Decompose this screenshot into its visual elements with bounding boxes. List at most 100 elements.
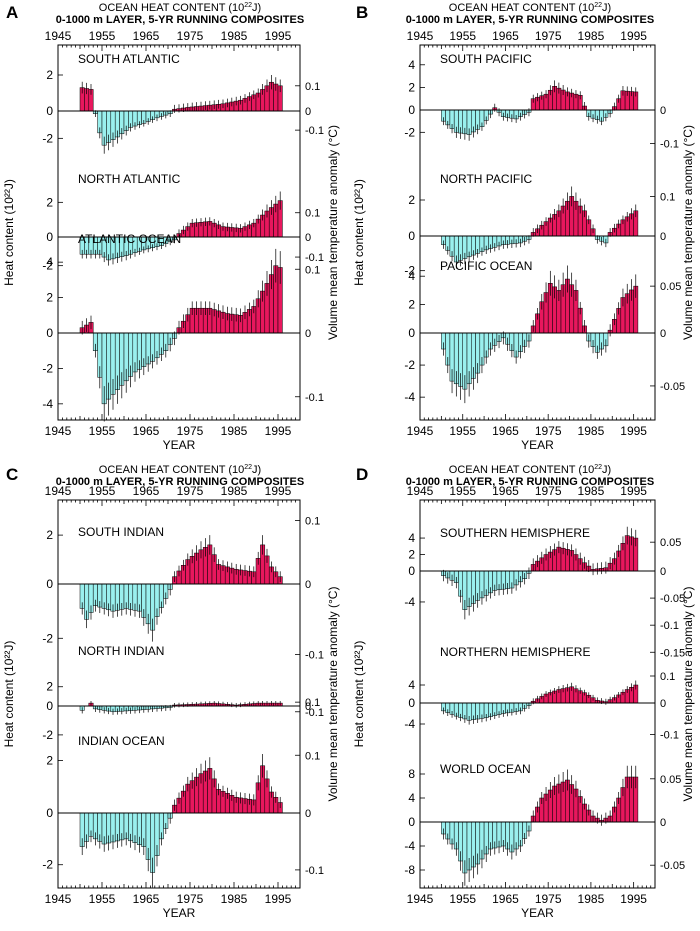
y-axis-right-label: Volume mean temperature anomaly (°C): [326, 125, 340, 340]
y-tick-label-right: 0: [305, 808, 311, 820]
series-name: INDIAN OCEAN: [78, 734, 165, 748]
y-tick-label-right: 0: [660, 231, 666, 243]
x-axis-label: YEAR: [521, 438, 554, 452]
y-tick-label-left: -2: [404, 264, 415, 278]
y-tick-label-right: -0.1: [660, 138, 679, 150]
x-tick-label-bottom: 1995: [620, 892, 647, 906]
y-tick-label-right: 0: [660, 566, 666, 578]
series-name: ATLANTIC OCEAN: [78, 232, 181, 246]
x-tick-label-top: 1955: [89, 484, 116, 498]
y-tick-label-left: -4: [404, 717, 415, 731]
y-axis-left-label: Heat content (10²²J): [2, 641, 16, 748]
panel-header-line1: OCEAN HEAT CONTENT (1022J): [449, 2, 611, 14]
x-tick-label-top: 1985: [221, 484, 248, 498]
panel-header-line2: 0-1000 m LAYER, 5-YR RUNNING COMPOSITES: [406, 14, 654, 26]
panel-header-line1: OCEAN HEAT CONTENT (1022J): [449, 464, 611, 476]
y-tick-label-left: 2: [46, 754, 53, 768]
series-name: NORTHERN HEMISPHERE: [440, 645, 590, 659]
panel-letter: C: [6, 465, 18, 484]
subchart-indian-ocean: INDIAN OCEAN 2 0 -2 0.1 0 -0.1: [42, 734, 324, 888]
x-tick-label-bottom: 1985: [578, 892, 605, 906]
x-tick-label-bottom: 1955: [89, 892, 116, 906]
x-tick-label-bottom: 1945: [45, 892, 72, 906]
x-tick-label-top: 1975: [535, 484, 562, 498]
y-tick-label-left: 0: [46, 806, 53, 820]
y-tick-label-left: 0: [46, 326, 53, 340]
series-name: SOUTH ATLANTIC: [78, 52, 180, 66]
x-tick-label-top: 1995: [620, 484, 647, 498]
x-tick-label-top: 1975: [535, 29, 562, 43]
x-tick-label-top: 1945: [45, 484, 72, 498]
panel-frame: [57, 499, 301, 889]
y-tick-label-right: 0: [305, 701, 311, 713]
subchart-pacific-ocean: PACIFIC OCEAN 4 2 0 -2 -4 0.05 0 -0.05: [404, 259, 685, 404]
subchart-north-atlantic: NORTH ATLANTIC 2 0 -2 0.1 0 -0.1: [42, 172, 324, 273]
x-tick-label-bottom: 1985: [221, 424, 248, 438]
y-tick-label-left: 0: [46, 230, 53, 244]
x-tick-label-top: 1965: [492, 484, 519, 498]
y-tick-label-left: 4: [46, 255, 53, 269]
panel-letter: D: [356, 465, 368, 484]
x-axis-label: YEAR: [521, 906, 554, 920]
panel-header-line2: 0-1000 m LAYER, 5-YR RUNNING COMPOSITES: [56, 476, 304, 488]
y-axis-right-label: Volume mean temperature anomaly (°C): [681, 587, 695, 802]
x-tick-label-top: 1965: [133, 484, 160, 498]
bar-series: [441, 80, 639, 141]
x-tick-label-top: 1975: [177, 484, 204, 498]
y-tick-label-right: -0.05: [660, 593, 685, 605]
y-tick-label-right: 0.1: [305, 264, 320, 276]
y-tick-label-left: -2: [404, 358, 415, 372]
panel-letter: B: [356, 3, 368, 22]
y-tick-label-left: 0: [408, 564, 415, 578]
panel-header-line1: OCEAN HEAT CONTENT (1022J): [99, 464, 261, 476]
x-tick-label-top: 1985: [578, 29, 605, 43]
y-tick-label-right: 0.1: [305, 515, 320, 527]
y-tick-label-left: 2: [408, 80, 415, 94]
y-tick-label-left: 0: [408, 229, 415, 243]
x-tick-label-top: 1975: [177, 29, 204, 43]
y-tick-label-left: 0: [408, 815, 415, 829]
y-tick-label-left: 0: [46, 104, 53, 118]
x-tick-label-bottom: 1995: [265, 892, 292, 906]
x-tick-label-bottom: 1975: [535, 892, 562, 906]
y-tick-label-left: -8: [404, 863, 415, 877]
x-tick-label-bottom: 1975: [177, 424, 204, 438]
y-tick-label-left: -4: [404, 390, 415, 404]
y-axis-left-label: Heat content (10²²J): [352, 641, 366, 748]
y-tick-label-left: 4: [408, 531, 415, 545]
y-tick-label-right: -0.05: [660, 860, 685, 872]
y-tick-label-right: -0.1: [305, 865, 324, 877]
y-tick-label-right: 0.1: [305, 81, 320, 93]
y-tick-label-left: 4: [408, 58, 415, 72]
x-tick-label-bottom: 1945: [45, 424, 72, 438]
bar-series: [441, 186, 639, 269]
y-tick-label-right: -0.15: [660, 647, 685, 659]
panel-frame: [57, 44, 301, 421]
y-tick-label-left: 2: [408, 298, 415, 312]
x-tick-label-bottom: 1985: [578, 424, 605, 438]
y-tick-label-right: 0.05: [660, 537, 681, 549]
y-tick-label-left: 4: [408, 269, 415, 283]
x-tick-label-top: 1985: [578, 484, 605, 498]
y-tick-label-left: 2: [408, 193, 415, 207]
x-tick-label-bottom: 1965: [492, 892, 519, 906]
bar-series: [441, 265, 639, 404]
bar-series: [79, 753, 283, 888]
y-tick-label-left: -2: [42, 858, 53, 872]
y-tick-label-right: -0.1: [305, 392, 324, 404]
y-tick-label-right: -0.1: [305, 252, 324, 264]
subchart-south-atlantic: SOUTH ATLANTIC 2 0 -2 0.1 0 -0.1: [42, 52, 324, 154]
x-tick-label-top: 1965: [133, 29, 160, 43]
y-tick-label-right: -0.1: [660, 730, 679, 742]
series-name: SOUTH PACIFIC: [440, 52, 532, 66]
y-tick-label-left: 0: [46, 577, 53, 591]
y-tick-label-left: 2: [46, 291, 53, 305]
y-tick-label-right: 0.05: [660, 281, 681, 293]
subchart-north-pacific: NORTH PACIFIC 2 0 -2 0.1 0: [404, 172, 675, 278]
x-tick-label-bottom: 1965: [492, 424, 519, 438]
y-tick-label-right: 0.05: [660, 774, 681, 786]
y-tick-label-right: 0: [660, 328, 666, 340]
x-axis-label: YEAR: [163, 906, 196, 920]
y-tick-label-right: 0: [305, 106, 311, 118]
